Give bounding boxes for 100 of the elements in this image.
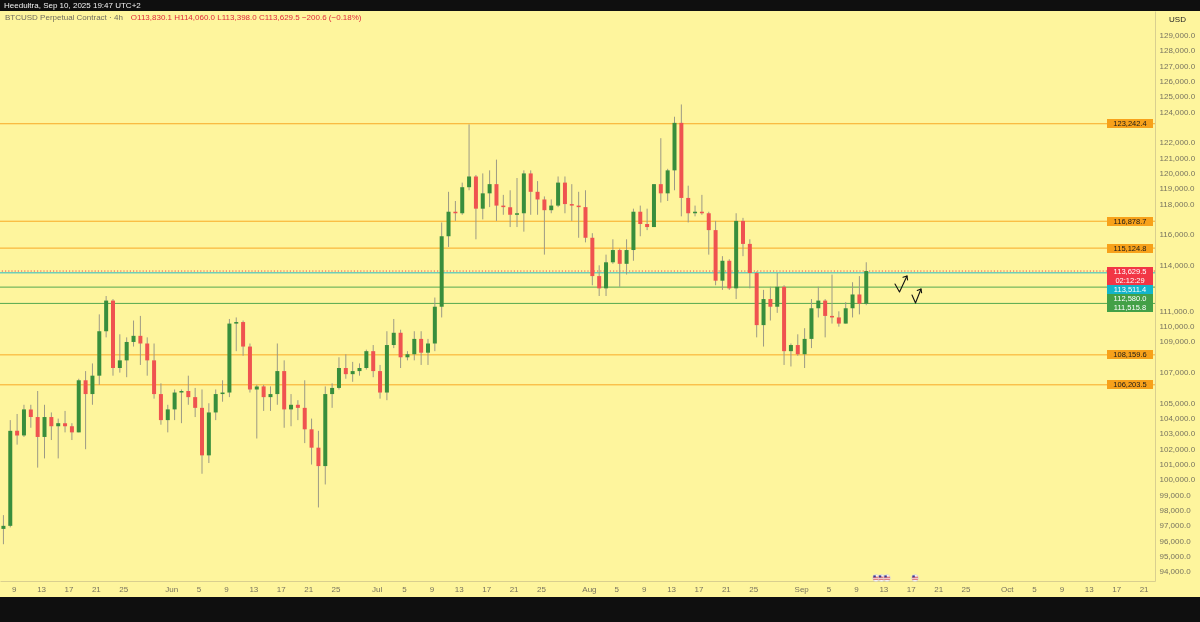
- y-tick-label: 122,000.0: [1159, 138, 1196, 148]
- candlestick: [316, 430, 321, 508]
- candlestick: [193, 387, 198, 418]
- y-tick-label: 107,000.0: [1159, 368, 1196, 378]
- candlestick: [254, 384, 259, 439]
- x-tick-label: 9: [11, 584, 17, 594]
- candlestick: [775, 272, 780, 314]
- candlestick: [795, 333, 800, 357]
- candlestick: [124, 336, 129, 378]
- candlestick: [535, 180, 540, 216]
- candlestick: [528, 169, 533, 216]
- y-tick-label: 119,000.0: [1159, 184, 1196, 194]
- x-tick-label: 9: [429, 584, 435, 594]
- x-tick-label: 9: [224, 584, 230, 594]
- y-tick-label: 97,000.0: [1159, 521, 1192, 531]
- candlestick: [706, 211, 711, 256]
- candlestick: [665, 168, 670, 202]
- candlestick: [172, 388, 177, 421]
- y-tick-label: 95,000.0: [1159, 551, 1192, 561]
- candlestick: [268, 385, 273, 412]
- candlestick: [131, 320, 136, 348]
- x-tick-label: 25: [749, 584, 759, 594]
- candlestick: [145, 336, 150, 377]
- candlestick: [302, 379, 307, 444]
- candlestick: [35, 390, 40, 469]
- candlestick: [597, 264, 602, 297]
- y-tick-label: 116,000.0: [1159, 230, 1196, 240]
- y-tick-label: 120,000.0: [1159, 168, 1196, 178]
- candlestick: [90, 362, 95, 406]
- candlestick: [802, 327, 807, 369]
- candlestick: [816, 286, 821, 318]
- x-tick-label: 13: [879, 584, 889, 594]
- y-tick-label: 121,000.0: [1159, 153, 1196, 163]
- x-tick-label: 25: [961, 584, 972, 594]
- candlestick: [364, 349, 369, 371]
- y-tick-label: 105,000.0: [1159, 398, 1196, 408]
- x-tick-label: 5: [614, 584, 620, 594]
- y-tick-label: 94,000.0: [1159, 567, 1192, 577]
- x-tick-label: Jun: [165, 584, 179, 594]
- candlestick: [467, 123, 472, 191]
- x-tick-label: 21: [304, 584, 314, 594]
- y-tick-label: 96,000.0: [1159, 536, 1192, 546]
- candlestick: [234, 316, 239, 352]
- x-tick-label: 21: [721, 584, 732, 594]
- candlestick: [371, 344, 376, 378]
- x-tick-label: 25: [537, 584, 547, 594]
- candlestick: [42, 404, 47, 459]
- candlestick: [343, 353, 348, 380]
- candlestick: [330, 382, 335, 409]
- x-tick-label: 13: [1084, 584, 1095, 594]
- x-tick-label: 17: [694, 584, 704, 594]
- x-tick-label: 13: [667, 584, 677, 594]
- candlestick: [63, 410, 68, 433]
- y-tick-label: 124,000.0: [1159, 107, 1196, 117]
- y-tick-label: 99,000.0: [1159, 490, 1192, 500]
- candlestick: [49, 411, 54, 441]
- candlestick: [686, 185, 691, 223]
- y-tick-label: 111,000.0: [1159, 306, 1195, 316]
- y-tick-label: 127,000.0: [1159, 61, 1196, 71]
- candlestick: [562, 175, 567, 214]
- x-tick-label: 5: [196, 584, 202, 594]
- candlestick: [740, 217, 745, 257]
- candlestick: [638, 205, 643, 237]
- candlestick: [213, 388, 218, 421]
- x-tick-label: Jul: [372, 584, 383, 594]
- candlestick: [624, 238, 629, 276]
- candlestick: [843, 301, 848, 325]
- x-tick-label: 21: [934, 584, 944, 594]
- candlestick: [83, 370, 88, 450]
- x-tick-label: 5: [1032, 584, 1038, 594]
- candlestick: [508, 189, 513, 228]
- x-tick-label: 13: [454, 584, 465, 594]
- x-tick-label: 9: [854, 584, 860, 594]
- candlestick: [542, 195, 547, 256]
- x-tick-label: 21: [91, 584, 102, 594]
- x-tick-label: 21: [509, 584, 520, 594]
- x-tick-label: Aug: [582, 584, 597, 594]
- candlestick: [487, 169, 492, 208]
- x-tick-label: 13: [37, 584, 47, 594]
- x-tick-label: 17: [1112, 584, 1122, 594]
- candlestick: [1, 514, 6, 545]
- candlestick: [275, 343, 280, 406]
- x-tick-label: Oct: [1000, 584, 1015, 594]
- candlestick: [28, 404, 33, 429]
- x-tick-label: 17: [276, 584, 287, 594]
- candlestick: [295, 399, 300, 421]
- candlestick: [186, 375, 191, 406]
- candlestick: [857, 275, 862, 315]
- y-tick-label: 128,000.0: [1159, 46, 1196, 56]
- candlestick: [165, 404, 170, 433]
- candlestick: [391, 318, 396, 349]
- y-tick-label: 109,000.0: [1159, 337, 1196, 347]
- y-tick-label: 103,000.0: [1159, 429, 1196, 439]
- y-tick-label: 110,000.0: [1159, 322, 1196, 332]
- y-tick-label: 98,000.0: [1159, 506, 1192, 516]
- x-tick-label: 17: [482, 584, 492, 594]
- candlestick: [336, 356, 341, 390]
- candlestick: [117, 333, 122, 374]
- candlestick: [425, 338, 430, 366]
- x-tick-label: 25: [331, 584, 342, 594]
